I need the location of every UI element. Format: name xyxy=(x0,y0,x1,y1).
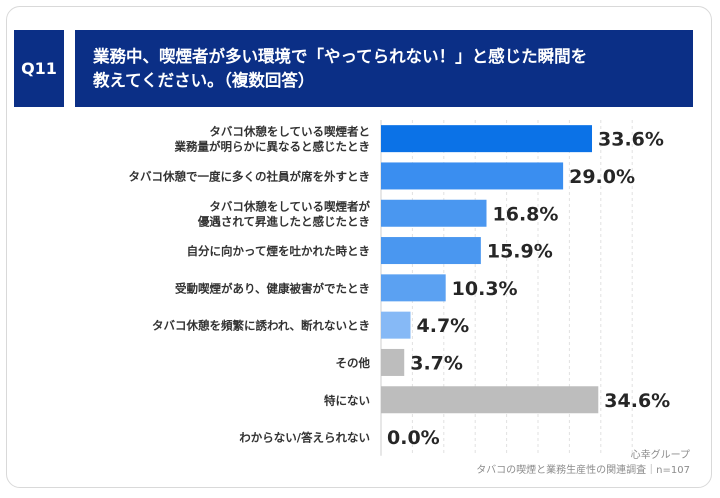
data-label: 10.3% xyxy=(452,278,518,300)
bar xyxy=(381,199,487,227)
category-label: その他 xyxy=(336,356,371,370)
question-title-line-2: 教えてください。（複数回答） xyxy=(93,71,315,90)
footer-note: タバコの喫煙と業務生産性の関連調査｜n=107 xyxy=(476,465,690,476)
category-label: 自分に向かって煙を吐かれた時とき xyxy=(187,244,370,258)
question-number: Q11 xyxy=(21,59,57,78)
bar xyxy=(381,125,593,153)
bar xyxy=(381,386,599,414)
category-label: 優遇されて昇進したと感じたとき xyxy=(197,214,370,228)
category-label: わからない/答えられない xyxy=(239,431,370,445)
question-title-line-1: 業務中、喫煙者が多い環境で「やってられない！」と感じた瞬間を xyxy=(93,47,588,66)
category-label: タバコ休憩で一度に多くの社員が席を外すとき xyxy=(129,169,371,183)
question-title: 業務中、喫煙者が多い環境で「やってられない！」と感じた瞬間を 教えてください。（… xyxy=(75,30,693,107)
data-label: 34.6% xyxy=(604,390,670,412)
category-label: 業務量が明らかに異なると感じたとき xyxy=(174,140,371,154)
data-label: 29.0% xyxy=(569,166,635,188)
data-label: 15.9% xyxy=(487,241,553,263)
category-label: 受動喫煙があり、健康被害がでたとき xyxy=(175,281,370,295)
bar xyxy=(381,348,405,376)
bar xyxy=(381,311,411,339)
data-label: 4.7% xyxy=(417,315,470,337)
category-label: 特にない xyxy=(324,393,370,407)
category-label: タバコ休憩をしている喫煙者と xyxy=(209,125,370,139)
data-label: 3.7% xyxy=(410,352,463,374)
question-badge: Q11 xyxy=(14,30,64,107)
data-label: 16.8% xyxy=(493,203,559,225)
bar xyxy=(381,274,446,302)
category-label: タバコ休憩を頻繁に誘われ、断れないとき xyxy=(152,319,370,333)
bar xyxy=(381,237,481,265)
footer-brand: 心幸グループ xyxy=(630,450,690,461)
data-label: 0.0% xyxy=(387,427,440,449)
category-label: タバコ休憩をしている喫煙者が xyxy=(209,199,370,213)
data-label: 33.6% xyxy=(598,129,664,151)
bar xyxy=(381,162,564,190)
